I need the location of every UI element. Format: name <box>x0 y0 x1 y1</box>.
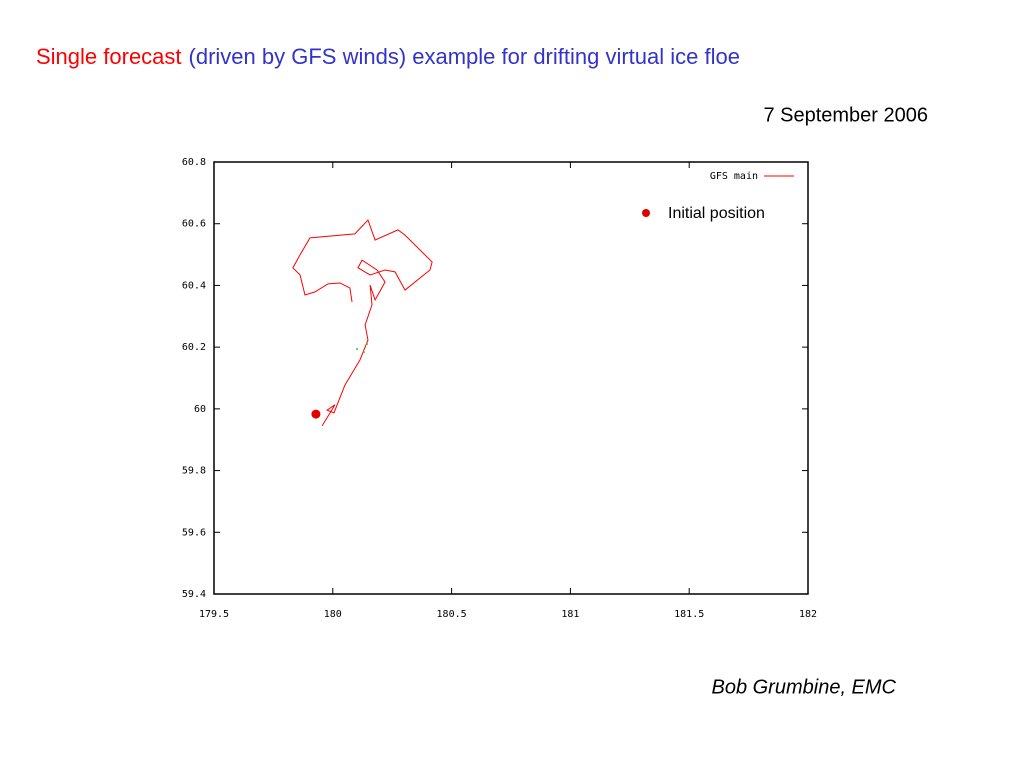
legend-label: Initial position <box>668 205 765 222</box>
x-tick-label: 180.5 <box>437 609 467 620</box>
title-rest: (driven by GFS winds) example for drifti… <box>189 44 740 69</box>
plot-frame <box>213 161 809 595</box>
y-tick-label: 59.4 <box>182 589 206 600</box>
legend-dot <box>642 209 650 217</box>
x-tick-label: 181 <box>561 609 579 620</box>
y-tick-label: 59.6 <box>182 527 206 538</box>
author: Bob Grumbine, EMC <box>711 676 896 698</box>
plot: 59.4 59.6 59.8 60 60.2 60.4 60.6 60.8 179.5 180 18… <box>182 157 817 620</box>
date: 7 September 2006 <box>763 104 928 126</box>
x-tick-label: 182 <box>799 609 817 620</box>
initial-point <box>311 409 321 419</box>
y-tick-label: 59.8 <box>182 466 206 477</box>
x-tick-label: 181.5 <box>674 609 704 620</box>
slide-title: Single forecast (driven by GFS winds) exa… <box>36 44 740 69</box>
legend-label: GFS main <box>710 171 758 182</box>
title-highlight: Single forecast <box>36 44 182 69</box>
y-tick-label: 60.2 <box>182 342 206 353</box>
marker-point <box>362 351 365 354</box>
x-tick-label: 179.5 <box>199 609 229 620</box>
y-tick-label: 60 <box>194 404 206 415</box>
y-tick-label: 60.4 <box>182 280 206 291</box>
marker-point <box>366 343 369 346</box>
y-tick-label: 60.8 <box>182 157 206 168</box>
y-tick-label: 60.6 <box>182 219 206 230</box>
marker-point <box>356 347 359 350</box>
x-tick-label: 180 <box>324 609 342 620</box>
track-line <box>292 219 433 427</box>
